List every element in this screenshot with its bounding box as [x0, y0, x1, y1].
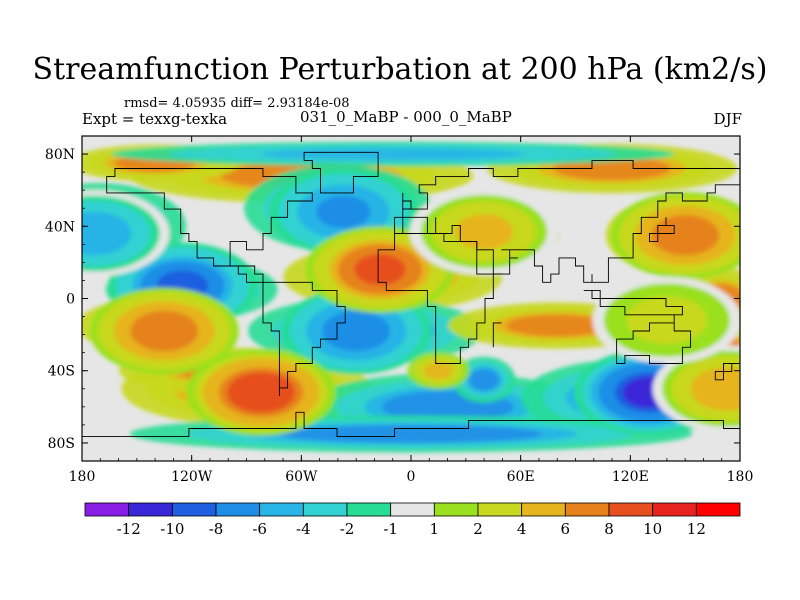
colorbar-swatch — [652, 502, 697, 517]
coastline-africa — [377, 233, 502, 364]
coastlines — [82, 151, 740, 461]
x-tick-label: 120W — [171, 469, 213, 485]
colorbar-label: 2 — [473, 520, 483, 538]
field-center-10-level-4 — [455, 214, 514, 250]
field-center-6-level-6 — [354, 254, 406, 286]
chart-title: Streamfunction Perturbation at 200 hPa (… — [32, 52, 768, 87]
y-tick-label: 80N — [45, 147, 75, 163]
colorbar-label: -10 — [160, 520, 184, 538]
field-center-4-level-5 — [82, 217, 122, 250]
colorbar-swatch — [564, 502, 610, 517]
colorbar-label: 4 — [517, 520, 527, 538]
colorbar-label: 8 — [604, 520, 614, 538]
colorbar-label: -1 — [383, 520, 398, 538]
colorbar-label: 12 — [687, 520, 706, 538]
colorbar-swatch — [433, 502, 479, 517]
field-center-9-level-5 — [700, 372, 740, 406]
season-label: DJF — [713, 110, 742, 128]
colorbar-swatch — [346, 502, 392, 517]
comparison-label: 031_0_MaBP - 000_0_MaBP — [300, 108, 512, 126]
colorbar-swatch — [259, 502, 304, 517]
x-tick-label: 180 — [69, 469, 96, 485]
coastline-japan — [649, 217, 675, 243]
field-center-8-level-6 — [138, 315, 190, 347]
coastline-indonesia — [583, 289, 683, 316]
colorbar-label: -6 — [252, 520, 267, 538]
coastline-north-america — [106, 168, 313, 283]
rmsd-stats: rmsd= 4.05935 diff= 2.93184e-08 — [124, 96, 350, 111]
colorbar: -12 -10 -8 -6 -4 -2 -1 1 2 4 6 8 10 12 — [84, 502, 741, 538]
x-tick-label: 0 — [407, 469, 416, 485]
colorbar-swatch — [608, 502, 654, 517]
colorbar-swatch — [128, 502, 173, 517]
field-center-7-level-6 — [659, 219, 711, 251]
coastline-south-america — [262, 281, 346, 396]
x-tick-label: 180 — [727, 469, 754, 485]
coastline-new-zealand — [714, 363, 740, 381]
coastline-greenland — [303, 151, 379, 194]
coastline-uk — [402, 192, 412, 210]
colorbar-label: -4 — [296, 520, 311, 538]
axis-ticks: 180 120W 60W 0 60E 120E 180 80N 40N 0 40S 80S — [45, 136, 753, 485]
x-tick-label: 60E — [507, 469, 535, 485]
x-tick-label: 60W — [285, 469, 318, 485]
x-tick-label: 120E — [612, 469, 649, 485]
y-tick-label: 40N — [45, 219, 75, 235]
field-center-2-level-6 — [330, 315, 382, 347]
colorbar-swatch — [84, 502, 130, 517]
colorbar-swatch — [171, 502, 217, 517]
field-center-5-level-6 — [235, 376, 287, 408]
field-center-3-level-5 — [316, 195, 371, 229]
y-tick-label: 80S — [48, 436, 75, 452]
field-center-11-level-4 — [637, 302, 696, 338]
colorbar-swatch — [302, 502, 348, 517]
coastline-australia — [616, 314, 692, 364]
colorbar-swatch — [695, 502, 741, 517]
colorbar-swatch — [477, 502, 523, 517]
coastline-madagascar — [492, 322, 502, 348]
colorbar-label: 6 — [561, 520, 571, 538]
colorbar-label: -8 — [209, 520, 224, 538]
experiment-label: Expt = texxg-texka — [82, 110, 228, 128]
colorbar-swatch — [521, 502, 566, 517]
colorbar-label: 10 — [643, 520, 662, 538]
contour-field — [82, 136, 740, 461]
colorbar-label: -12 — [117, 520, 141, 538]
colorbar-swatch — [215, 502, 261, 517]
coastline-antarctica — [82, 411, 740, 461]
colorbar-swatch — [390, 502, 435, 517]
y-tick-label: 40S — [48, 364, 75, 380]
colorbar-label: 1 — [430, 520, 440, 538]
y-tick-label: 0 — [66, 292, 75, 308]
colorbar-label: -2 — [340, 520, 355, 538]
